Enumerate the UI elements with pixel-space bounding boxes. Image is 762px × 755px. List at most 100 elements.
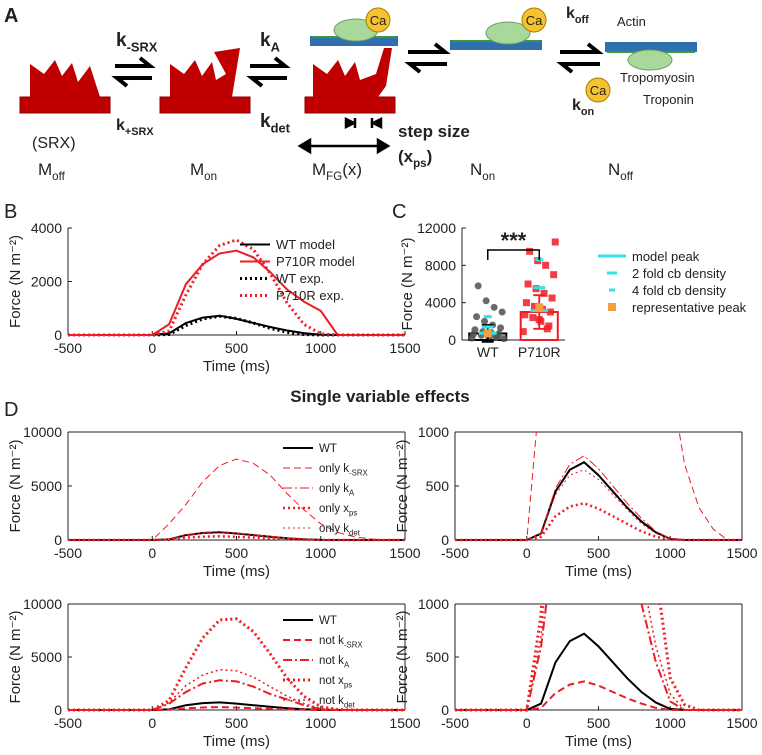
- myosin-base: [159, 96, 251, 114]
- series-line: [68, 617, 405, 712]
- legend-label: only k-SRX: [319, 463, 369, 477]
- state-label: MFG(x): [312, 160, 362, 183]
- data-point: [481, 317, 489, 325]
- label-part: on: [482, 171, 495, 183]
- panel-label: B: [4, 201, 17, 223]
- series-line: [455, 632, 742, 711]
- rate-label: kdet: [260, 111, 291, 136]
- y-tick-label: 1000: [418, 596, 449, 612]
- series-line: [68, 238, 405, 337]
- y-tick-label: 0: [54, 532, 62, 548]
- legend-label: only kdet: [319, 523, 361, 537]
- significance: ***: [501, 228, 527, 253]
- y-tick-label: 5000: [31, 649, 62, 665]
- label-part: k: [116, 117, 125, 134]
- label-part: N: [470, 160, 482, 179]
- y-axis-label: Force (N m⁻²): [394, 611, 411, 704]
- x-tick-label: 1000: [655, 715, 686, 731]
- x-tick-label: -500: [441, 545, 469, 561]
- data-point: [519, 328, 527, 336]
- series-line: [68, 532, 405, 541]
- troponin: [485, 21, 531, 45]
- state-label: Mon: [190, 160, 217, 183]
- x-tick-label: 500: [225, 545, 249, 561]
- label-part: det: [344, 700, 356, 709]
- data-point: [529, 314, 537, 322]
- x-tick-label: 1500: [389, 715, 420, 731]
- myosin-head: [170, 48, 240, 97]
- label-part: k: [572, 97, 581, 114]
- data-point: [546, 308, 554, 316]
- legend-label: WT model: [276, 237, 335, 252]
- y-tick-label: 1000: [418, 424, 449, 440]
- x-tick-label: -500: [54, 715, 82, 731]
- label-part: only k: [319, 483, 349, 495]
- label-part: WT model: [276, 237, 335, 252]
- myosin-base: [304, 96, 396, 114]
- label-part: (x): [342, 160, 362, 179]
- series-line: [455, 469, 742, 541]
- label-part: WT: [319, 615, 337, 627]
- legend-swatch: [608, 303, 616, 311]
- data-point: [526, 247, 534, 255]
- state-label: Noff: [608, 160, 634, 183]
- legend-label: P710R model: [276, 254, 355, 269]
- label-part: N: [608, 160, 620, 179]
- diagram-shapes: [19, 7, 697, 155]
- rate-label: k-SRX: [116, 30, 158, 55]
- data-point: [540, 289, 548, 297]
- actin: [605, 42, 697, 52]
- label-part: M: [38, 160, 52, 179]
- legend-label: WT: [319, 615, 337, 627]
- troponin: [627, 49, 673, 71]
- label-part: k: [116, 30, 127, 51]
- ion-label: Ca: [526, 13, 543, 28]
- rate-label: koff: [566, 5, 589, 26]
- legend-label: model peak: [632, 249, 700, 264]
- step-symbol: (xps): [398, 147, 432, 170]
- label-part: k: [260, 30, 271, 51]
- x-tick-label: 0: [148, 715, 156, 731]
- label-part: WT: [319, 443, 337, 455]
- step-arrows: [297, 116, 391, 155]
- rate-label: kon: [572, 97, 594, 118]
- label-part: not k: [319, 695, 344, 707]
- state-label: Moff: [38, 160, 66, 183]
- label-part: k: [260, 111, 271, 132]
- ion-label: Ca: [590, 83, 607, 98]
- data-point: [548, 294, 556, 302]
- x-tick-label: 1500: [389, 340, 420, 356]
- myosin-head: [30, 60, 100, 97]
- label-part: ps: [344, 680, 352, 689]
- label-part: P710R model: [276, 254, 355, 269]
- x-tick-label: 0: [148, 340, 156, 356]
- data-point: [522, 299, 530, 307]
- label-part: A: [344, 660, 350, 669]
- data-point: [500, 335, 508, 343]
- x-axis-label: Time (ms): [203, 358, 270, 375]
- actin: [450, 40, 542, 50]
- data-point: [524, 280, 532, 288]
- label-part: WT exp.: [276, 271, 324, 286]
- calcium: [521, 7, 547, 33]
- legend-label: representative peak: [632, 300, 747, 315]
- protein-label: Troponin: [643, 92, 694, 107]
- calcium: [365, 7, 391, 33]
- x-tick-label: 500: [225, 340, 249, 356]
- label-part: M: [190, 160, 204, 179]
- x-tick-label: -500: [54, 545, 82, 561]
- series-line: [68, 668, 405, 711]
- label-part: ps: [413, 158, 426, 170]
- label-part: P710R exp.: [276, 288, 344, 303]
- legend-label: WT exp.: [276, 271, 324, 286]
- label-part: FG: [326, 171, 342, 183]
- y-tick-label: 5000: [31, 478, 62, 494]
- label-part: off: [575, 14, 589, 26]
- label-part: A: [271, 40, 280, 55]
- peak-marker: [535, 303, 544, 312]
- data-point: [530, 302, 538, 310]
- myosin-head: [313, 48, 392, 97]
- label-part: (x: [398, 147, 414, 166]
- y-axis-label: Force (N m⁻²): [7, 440, 24, 533]
